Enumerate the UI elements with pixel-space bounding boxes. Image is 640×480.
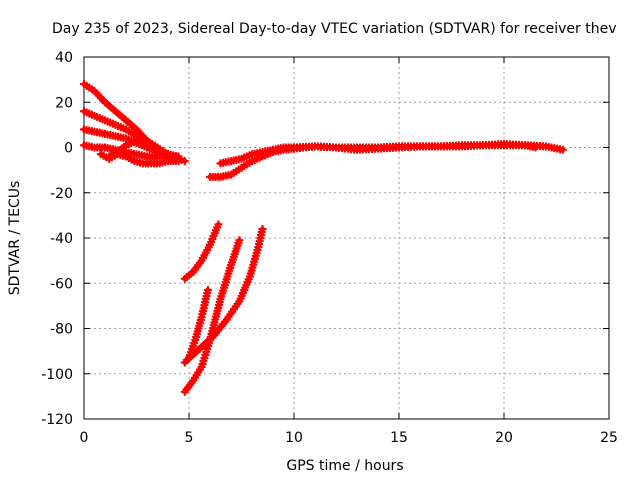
x-axis-label: GPS time / hours bbox=[286, 458, 403, 474]
data-point bbox=[558, 145, 567, 154]
y-tick-label: -40 bbox=[50, 231, 73, 247]
x-tick-label: 5 bbox=[185, 430, 194, 446]
data-point bbox=[214, 220, 223, 229]
data-point bbox=[203, 286, 212, 295]
x-tick-labels: 0 5 10 15 20 25 bbox=[80, 430, 618, 446]
tick-marks bbox=[83, 56, 610, 420]
y-tick-label: 0 bbox=[64, 141, 73, 157]
x-tick-label: 20 bbox=[495, 430, 513, 446]
data-point bbox=[235, 236, 244, 245]
y-tick-label: 20 bbox=[55, 95, 73, 111]
y-axis-label: SDTVAR / TECUs bbox=[7, 181, 23, 296]
x-tick-label: 25 bbox=[600, 430, 618, 446]
data-series bbox=[80, 80, 567, 396]
y-tick-label: -20 bbox=[50, 186, 73, 202]
y-tick-labels: 40 20 0 -20 -40 -60 -80 -100 -120 bbox=[41, 50, 73, 428]
y-tick-label: -100 bbox=[41, 367, 73, 383]
y-tick-label: -60 bbox=[50, 276, 73, 292]
y-tick-label: -80 bbox=[50, 322, 73, 338]
grid bbox=[84, 57, 609, 419]
data-point bbox=[174, 157, 183, 166]
series-trace-9 bbox=[180, 220, 223, 283]
y-tick-label: -120 bbox=[41, 412, 73, 428]
x-tick-label: 15 bbox=[390, 430, 408, 446]
x-tick-label: 10 bbox=[285, 430, 303, 446]
series-trace-11 bbox=[180, 236, 244, 396]
y-tick-label: 40 bbox=[55, 50, 73, 66]
chart-title: Day 235 of 2023, Sidereal Day-to-day VTE… bbox=[52, 21, 616, 37]
x-tick-label: 0 bbox=[80, 430, 89, 446]
series-trace-8 bbox=[216, 141, 567, 168]
series-trace-6 bbox=[105, 136, 172, 161]
data-point bbox=[258, 224, 267, 233]
data-point bbox=[164, 150, 172, 159]
series-trace-12 bbox=[182, 224, 267, 365]
